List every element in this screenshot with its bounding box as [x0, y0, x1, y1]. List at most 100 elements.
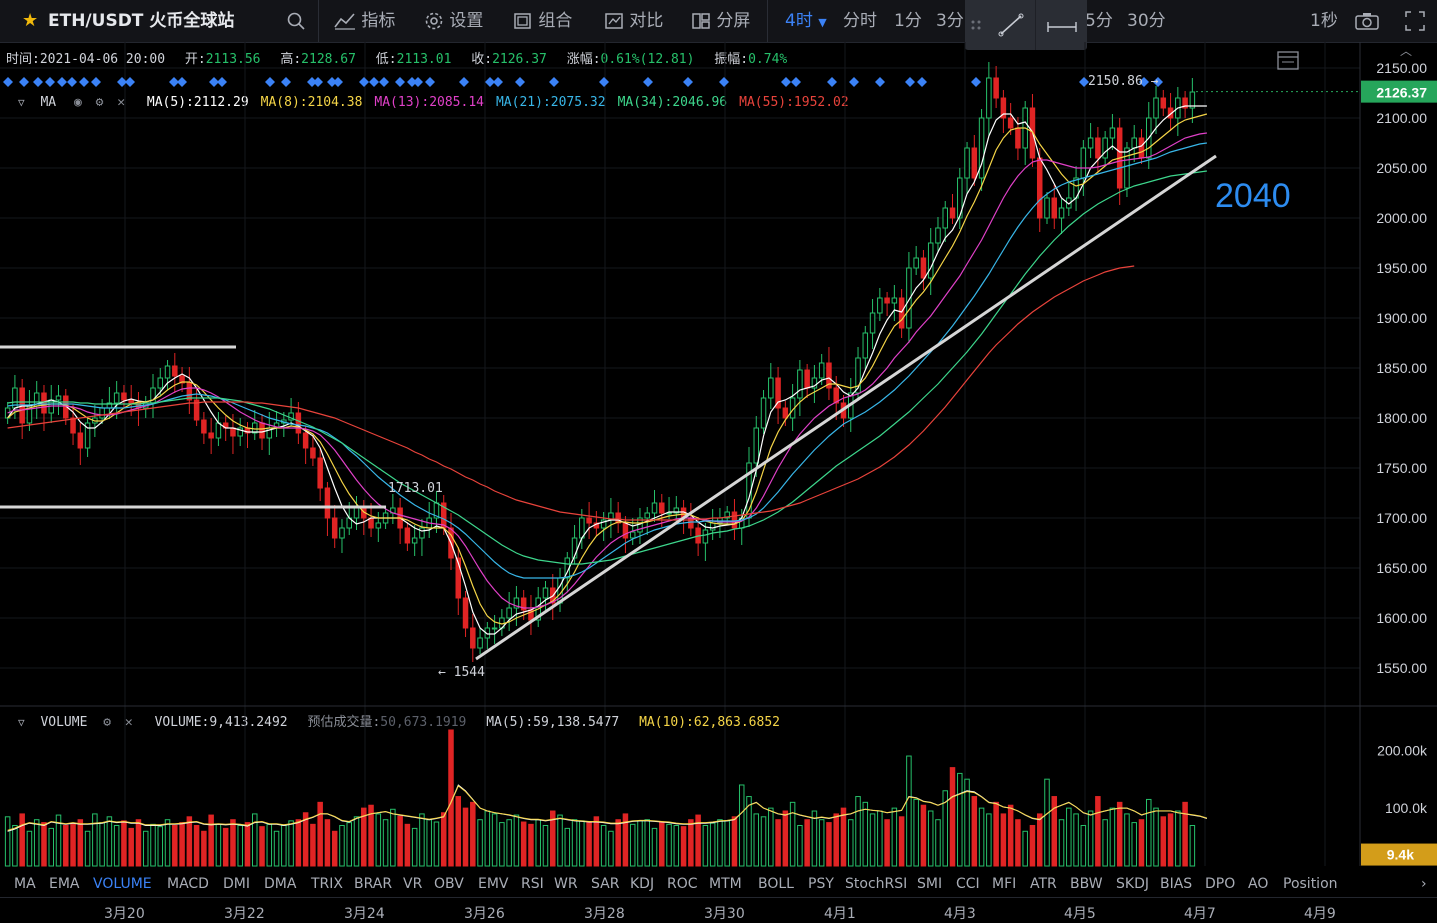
volume-bar	[1051, 796, 1058, 867]
volume-bar	[608, 830, 614, 867]
candle-body	[1153, 97, 1159, 119]
indicator-tab-dpo[interactable]: DPO	[1205, 876, 1236, 892]
candle	[55, 385, 62, 415]
candle	[557, 568, 563, 612]
gear-icon[interactable]: ⚙	[103, 715, 112, 730]
indicator-tab-stochrsi[interactable]: StochRSI	[845, 876, 908, 892]
candle	[1124, 142, 1130, 197]
candlestick-chart[interactable]: 2040 2150.86 → ← 1544 1713.01 1550.00 1600.0…	[0, 42, 1437, 871]
volume-bar	[789, 801, 796, 867]
volume-bar	[252, 813, 258, 867]
interval-4h-button[interactable]: 4时 ▼	[785, 0, 827, 42]
combine-button[interactable]: 组合	[513, 0, 572, 42]
date-tick-label: 4月7	[1184, 906, 1216, 922]
candle	[935, 217, 941, 252]
close-icon[interactable]: ✕	[124, 715, 133, 730]
indicator-tab-psy[interactable]: PSY	[808, 876, 834, 892]
favorite-star-icon[interactable]: ★	[22, 10, 39, 31]
indicator-tab-atr[interactable]: ATR	[1030, 876, 1057, 892]
collapse-chevron-icon[interactable]: ▽	[18, 716, 25, 729]
candle	[172, 353, 178, 393]
horizontal-ray-tool-icon[interactable]	[1035, 0, 1088, 50]
camera-icon[interactable]	[1354, 0, 1380, 42]
candle-body	[993, 77, 999, 99]
tabs-expand-icon[interactable]: ›	[1421, 876, 1427, 892]
indicator-tab-obv[interactable]: OBV	[434, 876, 464, 892]
gear-icon[interactable]: ⚙	[95, 95, 104, 110]
event-marker-icon	[45, 77, 55, 87]
candle	[615, 502, 621, 533]
candle-body	[1160, 97, 1167, 109]
collapse-chevron-icon[interactable]: ▽	[18, 96, 25, 109]
indicator-tab-volume[interactable]: VOLUME	[93, 876, 152, 892]
indicator-tab-emv[interactable]: EMV	[478, 876, 509, 892]
volume-bar	[317, 801, 323, 867]
search-icon[interactable]	[286, 0, 306, 42]
high-label: 高:	[280, 52, 302, 67]
volume-bar	[331, 830, 338, 867]
compare-button[interactable]: 对比	[604, 0, 663, 42]
refresh-rate-button[interactable]: 1秒	[1310, 11, 1338, 31]
indicator-tab-trix[interactable]: TRIX	[311, 876, 343, 892]
indicator-tab-mfi[interactable]: MFI	[992, 876, 1017, 892]
close-icon[interactable]: ✕	[117, 95, 126, 110]
volume-bar	[848, 819, 854, 867]
candle	[986, 62, 992, 136]
indicator-tab-bias[interactable]: BIAS	[1160, 876, 1193, 892]
volume-bar	[993, 801, 999, 867]
indicator-tab-cci[interactable]: CCI	[956, 876, 980, 892]
indicator-tab-ao[interactable]: AO	[1248, 876, 1269, 892]
indicator-tab-rsi[interactable]: RSI	[521, 876, 544, 892]
volume-bar	[855, 796, 861, 867]
interval-timeline-button[interactable]: 分时	[843, 11, 877, 31]
candle-body	[833, 387, 839, 404]
candle-body	[462, 597, 469, 629]
volume-bar	[629, 823, 636, 867]
candle	[484, 622, 491, 649]
indicator-tab-ma[interactable]: MA	[14, 876, 36, 892]
trend-line-tool-icon[interactable]	[987, 0, 1035, 50]
indicators-button[interactable]: 指标	[334, 0, 395, 42]
indicator-tab-smi[interactable]: SMI	[917, 876, 943, 892]
candle-body	[571, 537, 578, 559]
indicator-tab-vr[interactable]: VR	[403, 876, 423, 892]
volume-bar	[1015, 819, 1021, 867]
volume-bar	[898, 816, 905, 867]
volume-bar	[811, 810, 818, 867]
interval-5m-button[interactable]: 5分	[1085, 11, 1113, 31]
indicator-tab-skdj[interactable]: SKDJ	[1116, 876, 1149, 892]
indicator-tab-macd[interactable]: MACD	[167, 876, 209, 892]
candle-body	[942, 207, 948, 229]
price-tick-label: 1750.00	[1376, 460, 1427, 476]
indicator-tab-boll[interactable]: BOLL	[758, 876, 794, 892]
interval-30m-button[interactable]: 30分	[1127, 11, 1166, 31]
candle	[869, 299, 876, 349]
interval-1m-button[interactable]: 1分	[894, 11, 922, 31]
indicator-tab-sar[interactable]: SAR	[591, 876, 620, 892]
eye-icon[interactable]: ◉	[73, 95, 82, 110]
candle	[898, 289, 905, 338]
candle-body	[70, 417, 76, 434]
date-tick-label: 4月3	[944, 906, 976, 922]
interval-3m-button[interactable]: 3分	[936, 11, 964, 31]
fullscreen-icon[interactable]	[1404, 0, 1426, 42]
candle	[244, 422, 251, 448]
indicator-tab-brar[interactable]: BRAR	[354, 876, 393, 892]
indicator-tab-position[interactable]: Position	[1283, 876, 1338, 892]
symbol-title[interactable]: ETH/USDT 火币全球站	[48, 11, 235, 31]
indicator-tab-dma[interactable]: DMA	[264, 876, 297, 892]
indicator-tab-roc[interactable]: ROC	[667, 876, 698, 892]
indicator-tab-bbw[interactable]: BBW	[1070, 876, 1103, 892]
indicator-tab-mtm[interactable]: MTM	[709, 876, 742, 892]
drag-handle-icon[interactable]	[965, 0, 987, 50]
split-screen-button[interactable]: 分屏	[691, 0, 750, 42]
close-value: 2126.37	[492, 52, 547, 67]
settings-button[interactable]: 设置	[424, 0, 483, 42]
indicator-tab-kdj[interactable]: KDJ	[630, 876, 655, 892]
indicator-tab-ema[interactable]: EMA	[49, 876, 80, 892]
volume-bar	[768, 807, 774, 867]
indicator-tab-wr[interactable]: WR	[554, 876, 578, 892]
candle	[927, 228, 934, 295]
volume-bar	[659, 822, 665, 867]
indicator-tab-dmi[interactable]: DMI	[223, 876, 250, 892]
